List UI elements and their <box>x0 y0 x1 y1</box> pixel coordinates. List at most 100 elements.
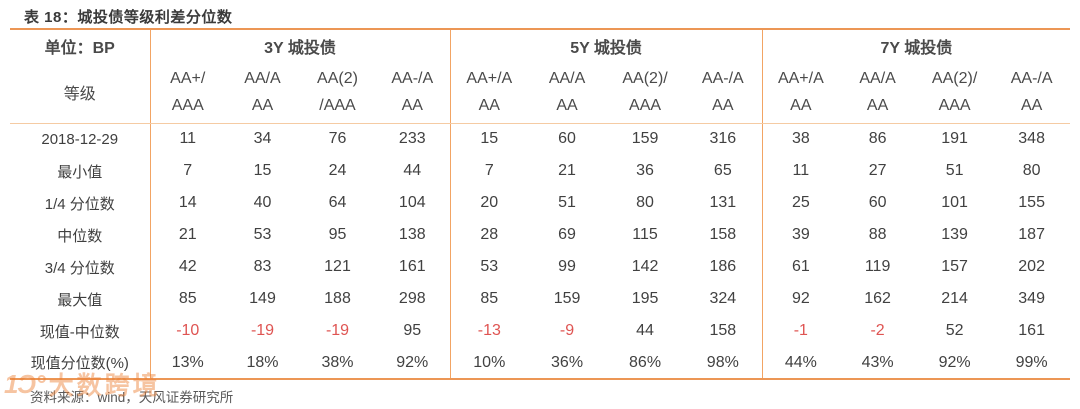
row-label: 中位数 <box>10 219 151 251</box>
group-header-2: 5Y 城投债 <box>450 29 763 61</box>
value-cell: 195 <box>631 290 659 307</box>
value-cell: 92% <box>375 347 451 379</box>
value-cell: 25 <box>791 194 810 211</box>
value-cell: 86% <box>629 353 662 371</box>
value-cell: 80 <box>636 194 654 211</box>
value-cell: 324 <box>684 283 763 315</box>
value-cell: 13% <box>171 353 204 371</box>
value-cell: 161 <box>375 251 451 283</box>
value-cell: 80 <box>1022 162 1041 179</box>
rating-header: AA(2)/AAA <box>916 61 994 124</box>
value-cell: 101 <box>941 194 968 211</box>
value-cell: 27 <box>868 162 887 179</box>
value-cell: 53 <box>253 226 272 243</box>
rating-header: AA(2)/AAA <box>606 61 685 124</box>
value-cell: 38 <box>791 130 810 148</box>
table-row: 中位数 21 53 95 138 28 69 115 158 39 88 139 187 <box>10 219 1070 251</box>
value-cell: 24 <box>328 162 347 179</box>
value-cell: 36% <box>551 353 584 371</box>
rating-header-row: 等级 AA+/AAA AA/A AA AA(2)/AAA AA-/A AA AA+/A AA A… <box>10 61 1071 124</box>
value-cell: 11 <box>179 130 197 148</box>
row-label: 2018-12-29 <box>10 123 151 155</box>
rating-header: AA+/AAA <box>150 61 225 124</box>
value-cell: 92 <box>791 290 810 307</box>
value-cell: 52 <box>945 322 964 339</box>
value-cell: 316 <box>684 123 763 155</box>
value-cell: 131 <box>684 187 763 219</box>
value-cell: 44 <box>375 155 451 187</box>
rating-header: AA-/A AA <box>684 61 763 124</box>
value-cell: 15 <box>253 162 272 179</box>
value-cell: 21 <box>558 162 576 179</box>
row-label: 现值-中位数 <box>10 315 151 347</box>
value-cell: 159 <box>631 130 659 148</box>
value-cell: 69 <box>558 226 576 243</box>
value-cell: 85 <box>480 290 499 307</box>
value-cell: 20 <box>480 194 499 211</box>
value-cell: 14 <box>178 194 197 211</box>
table-row: 最小值 7 15 24 44 7 21 36 65 11 27 51 80 <box>10 155 1070 187</box>
value-cell: 298 <box>375 283 451 315</box>
value-cell: 43% <box>861 353 894 371</box>
value-cell: 40 <box>253 194 272 211</box>
value-cell: 15 <box>480 130 499 148</box>
value-cell: -9 <box>559 322 575 339</box>
value-cell: 61 <box>791 258 810 275</box>
row-label: 最大值 <box>10 283 151 315</box>
value-cell: 88 <box>868 226 887 243</box>
value-cell: 34 <box>253 130 272 148</box>
value-cell: 7 <box>183 162 193 179</box>
value-cell: 28 <box>480 226 499 243</box>
rating-header: AA/A AA <box>225 61 300 124</box>
table-row: 1/4 分位数 14 40 64 104 20 51 80 131 25 60 101 155 <box>10 187 1070 219</box>
table-row: 现值分位数(%) 13% 18% 38% 92% 10% 36% 86% 98% 44% 43% 92… <box>10 347 1070 379</box>
rating-header: AA/A AA <box>528 61 607 124</box>
value-cell: 83 <box>253 258 272 275</box>
value-cell: 99% <box>1015 353 1048 371</box>
value-cell: 95 <box>375 315 451 347</box>
value-cell: 202 <box>1018 258 1045 275</box>
value-cell: 98% <box>684 347 763 379</box>
value-cell: -13 <box>477 322 501 339</box>
source-label: 资料来源： <box>30 390 98 405</box>
value-cell: 18% <box>246 353 279 371</box>
value-cell: 159 <box>553 290 581 307</box>
value-cell: -10 <box>176 322 200 339</box>
value-cell: 60 <box>558 130 576 148</box>
value-cell: 142 <box>631 258 659 275</box>
value-cell: 214 <box>941 290 968 307</box>
value-cell: 38% <box>321 353 354 371</box>
value-cell: 158 <box>684 219 763 251</box>
value-cell: 21 <box>178 226 197 243</box>
value-cell: 39 <box>791 226 810 243</box>
value-cell: -19 <box>250 322 275 339</box>
value-cell: -1 <box>793 322 808 339</box>
value-cell: 161 <box>1018 322 1045 339</box>
table-title: 表 18：城投债等级利差分位数 <box>24 9 233 26</box>
value-cell: 60 <box>868 194 887 211</box>
row-label: 现值分位数(%) <box>10 347 151 379</box>
value-cell: 64 <box>328 194 347 211</box>
value-cell: 162 <box>864 290 891 307</box>
value-cell: 187 <box>1018 226 1045 243</box>
table-row: 最大值 85 149 188 298 85 159 195 324 92 162 214 349 <box>10 283 1070 315</box>
value-cell: 44 <box>636 322 654 339</box>
value-cell: 36 <box>636 162 654 179</box>
value-cell: 76 <box>328 130 347 148</box>
row-label: 1/4 分位数 <box>10 187 151 219</box>
value-cell: 191 <box>941 130 968 148</box>
value-cell: 53 <box>480 258 499 275</box>
value-cell: 85 <box>178 290 197 307</box>
value-cell: 86 <box>868 130 887 148</box>
value-cell: 104 <box>375 187 451 219</box>
value-cell: 65 <box>684 155 763 187</box>
value-cell: 188 <box>324 290 351 307</box>
value-cell: 121 <box>324 258 351 275</box>
rating-header: AA-/A AA <box>993 61 1071 124</box>
value-cell: 92% <box>938 353 971 371</box>
value-cell: 119 <box>864 258 891 275</box>
row-label: 3/4 分位数 <box>10 251 151 283</box>
value-cell: 10% <box>473 353 506 371</box>
